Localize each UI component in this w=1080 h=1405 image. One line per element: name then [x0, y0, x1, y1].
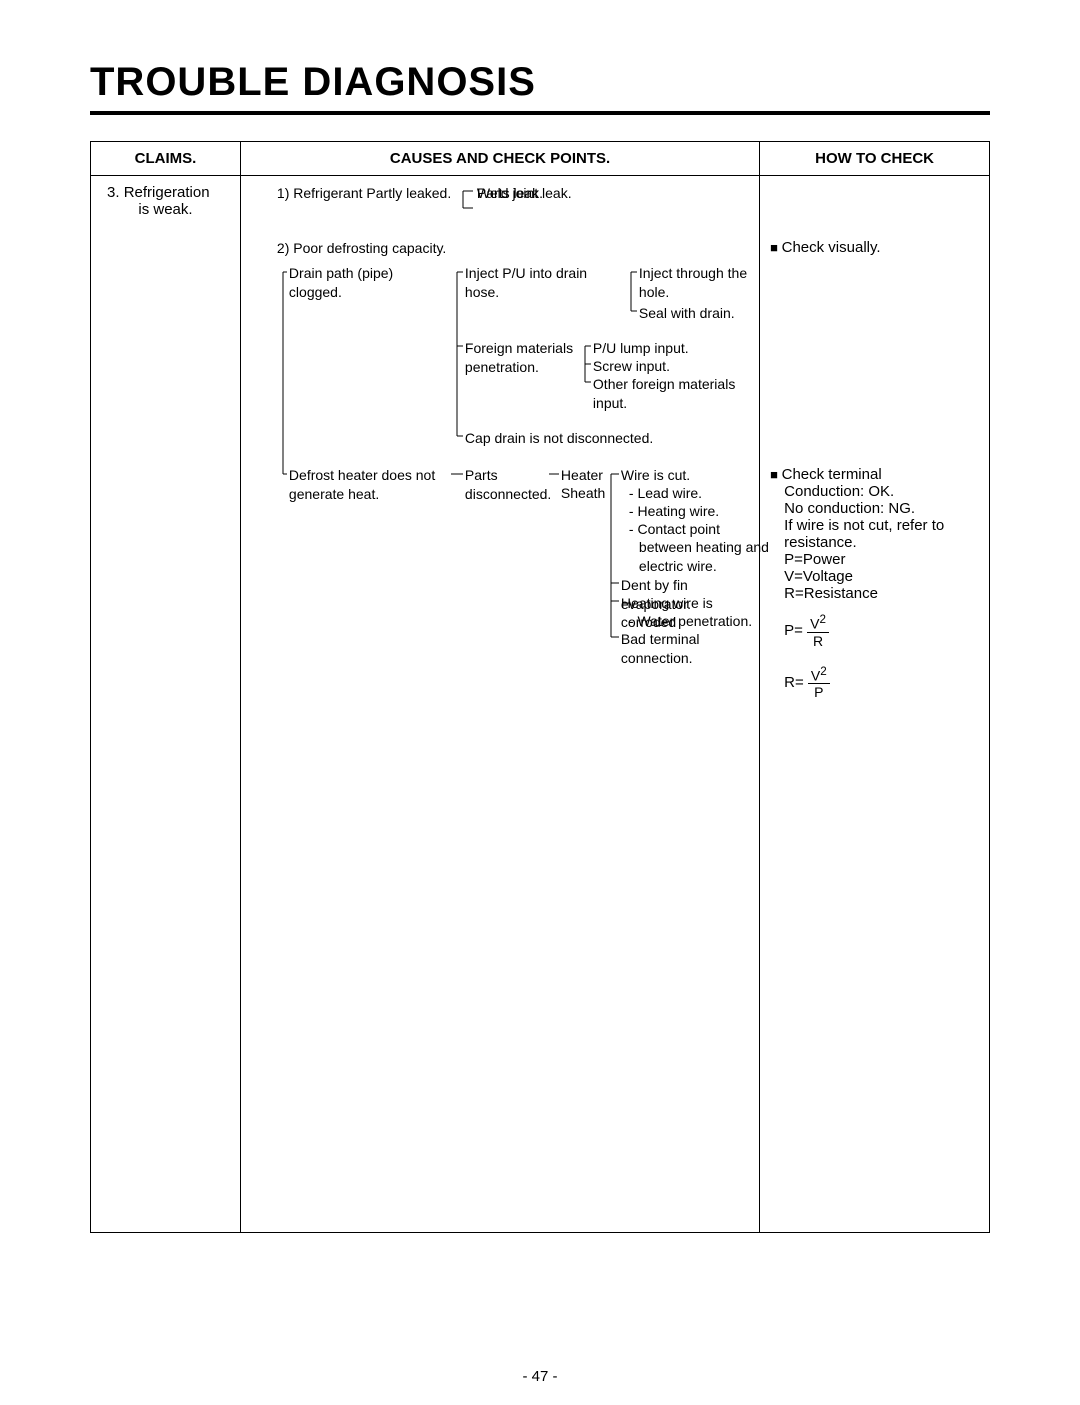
cause-2a1a: Inject through the hole.	[639, 264, 749, 302]
cause-2a3: Cap drain is not disconnected.	[465, 429, 685, 448]
eq-r: R= V2 P	[770, 666, 979, 700]
eq-r-num-v: V	[811, 667, 820, 683]
how-cell: Check visually. Check terminal Conductio…	[760, 176, 990, 1233]
cause-2a1: Inject P/U into drain hose.	[465, 264, 625, 302]
cause-2a2b: Screw input.	[593, 357, 733, 376]
cause-2a2: Foreign materials penetration.	[465, 339, 575, 377]
eq-p-lhs: P=	[784, 622, 803, 639]
eq-r-num-sq: 2	[820, 665, 826, 678]
causes-cell: 1) Refrigerant Partly leaked. Weld joint…	[240, 176, 759, 1233]
wire3b: between heating and electric wire.	[639, 538, 769, 576]
cause-2b1a-h: Heater	[561, 466, 603, 485]
how-refer-resistance: If wire is not cut, refer to resistance.	[770, 517, 979, 551]
how-check-terminal: Check terminal	[770, 466, 979, 483]
wire3: - Contact point	[629, 520, 759, 539]
page-title: TROUBLE DIAGNOSIS	[90, 60, 990, 105]
wire1: - Lead wire.	[629, 484, 759, 503]
how-v-voltage: V=Voltage	[770, 568, 979, 585]
header-claims: CLAIMS.	[91, 142, 241, 176]
claim-cell: 3. Refrigeration is weak.	[91, 176, 241, 1233]
cause-2a2c: Other foreign materials input.	[593, 375, 743, 413]
cause-2a1b: Seal with drain.	[639, 304, 749, 323]
title-rule	[90, 111, 990, 115]
eq-p-num-sq: 2	[819, 613, 825, 626]
cause-2b1a-s: Sheath	[561, 484, 605, 503]
diagnosis-table: CLAIMS. CAUSES AND CHECK POINTS. HOW TO …	[90, 141, 990, 1233]
cause-2a2a: P/U lump input.	[593, 339, 733, 358]
cause-2b1: Parts disconnected.	[465, 466, 555, 504]
page-number: - 47 -	[0, 1368, 1080, 1385]
claim-line2: is weak.	[101, 201, 230, 218]
eq-p: P= V2 R	[770, 614, 979, 648]
claim-line1: Refrigeration	[124, 184, 210, 201]
wire0: Wire is cut.	[621, 466, 751, 485]
claim-num: 3.	[107, 184, 120, 201]
wire5b: - Water penetration.	[629, 612, 769, 631]
cause-1: 1) Refrigerant Partly leaked.	[277, 184, 451, 203]
cause-2a: Drain path (pipe) clogged.	[289, 264, 449, 302]
cause-1b: Parts leak.	[477, 184, 543, 203]
header-causes: CAUSES AND CHECK POINTS.	[240, 142, 759, 176]
table-row: 3. Refrigeration is weak. 1) Refrigerant…	[91, 176, 990, 1233]
wire6: Bad terminal connection.	[621, 630, 766, 668]
cause-2: 2) Poor defrosting capacity.	[277, 239, 446, 258]
how-check-visually: Check visually.	[770, 239, 979, 256]
eq-p-den: R	[807, 633, 829, 648]
wire2: - Heating wire.	[629, 502, 759, 521]
how-conduction-ok: Conduction: OK.	[770, 483, 979, 500]
how-r-resistance: R=Resistance	[770, 585, 979, 602]
how-no-conduction: No conduction: NG.	[770, 500, 979, 517]
eq-r-lhs: R=	[784, 673, 804, 690]
eq-r-den: P	[808, 684, 830, 699]
header-how: HOW TO CHECK	[760, 142, 990, 176]
cause-2b: Defrost heater does not generate heat.	[289, 466, 454, 504]
how-p-power: P=Power	[770, 551, 979, 568]
